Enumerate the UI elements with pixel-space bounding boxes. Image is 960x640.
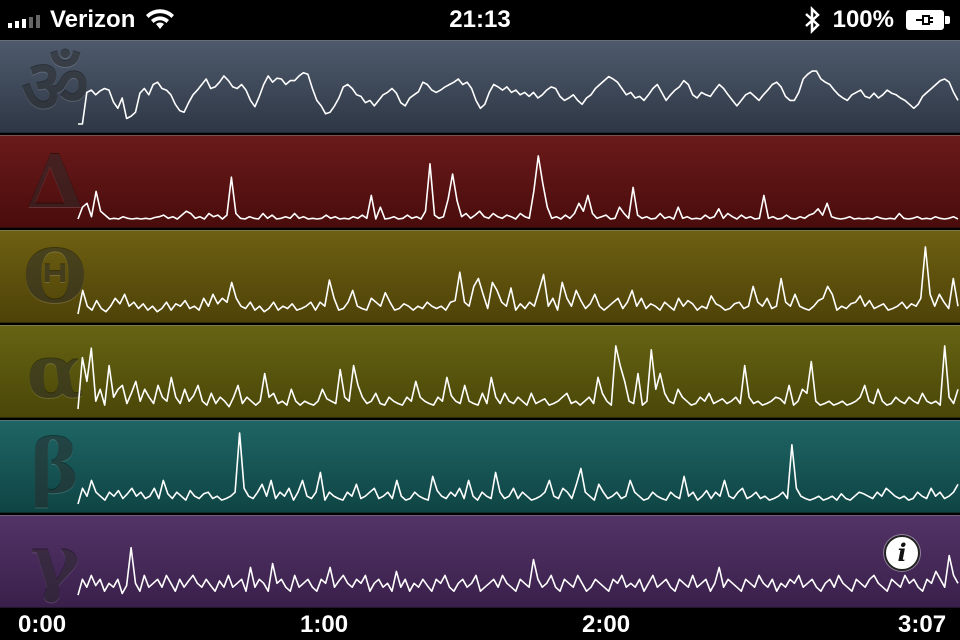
waveform-line-gamma [77,546,959,596]
status-time: 21:13 [449,6,511,33]
carrier-name: Verizon [50,6,136,33]
time-label-1min: 1:00 [300,611,349,638]
waveform-beta [77,432,959,505]
waveform-line-meditation [78,70,959,125]
battery-percent: 100% [832,6,894,33]
timeline[interactable]: 0:00 1:00 2:00 3:07 [0,610,960,640]
time-label-end: 3:07 [898,611,947,638]
band-beta[interactable]: β [0,420,960,513]
signal-strength-icon [8,12,40,28]
waveform-alpha [77,345,959,410]
band-glyph-theta: Θ [22,234,88,320]
band-theta[interactable]: Θ [0,230,960,323]
status-left: Verizon [8,0,175,40]
wifi-icon [146,9,175,29]
waveform-line-alpha [77,345,959,410]
band-glyph-gamma: γ [30,519,80,605]
status-bar: Verizon 21:13 100% [0,0,960,40]
bluetooth-icon [804,6,820,34]
band-glyph-alpha: α [26,329,84,415]
band-gamma[interactable]: γ [0,515,960,608]
band-glyph-delta: Δ [26,139,84,225]
band-meditation[interactable]: ॐ [0,40,960,133]
status-right: 100% [803,0,950,40]
time-label-start: 0:00 [18,611,67,638]
waveform-delta [77,155,959,220]
time-label-2min: 2:00 [582,611,631,638]
waveform-theta [77,246,959,315]
info-button[interactable]: i [884,535,920,571]
waveform-line-delta [77,155,959,220]
band-delta[interactable]: Δ [0,135,960,228]
band-alpha[interactable]: α [0,325,960,418]
battery-charging-icon [906,10,950,30]
waveform-line-beta [77,432,959,505]
waveform-meditation [78,70,959,125]
band-glyph-meditation: ॐ [21,44,89,130]
band-glyph-beta: β [30,424,80,510]
waveform-line-theta [77,246,959,315]
waveform-gamma [77,546,959,596]
